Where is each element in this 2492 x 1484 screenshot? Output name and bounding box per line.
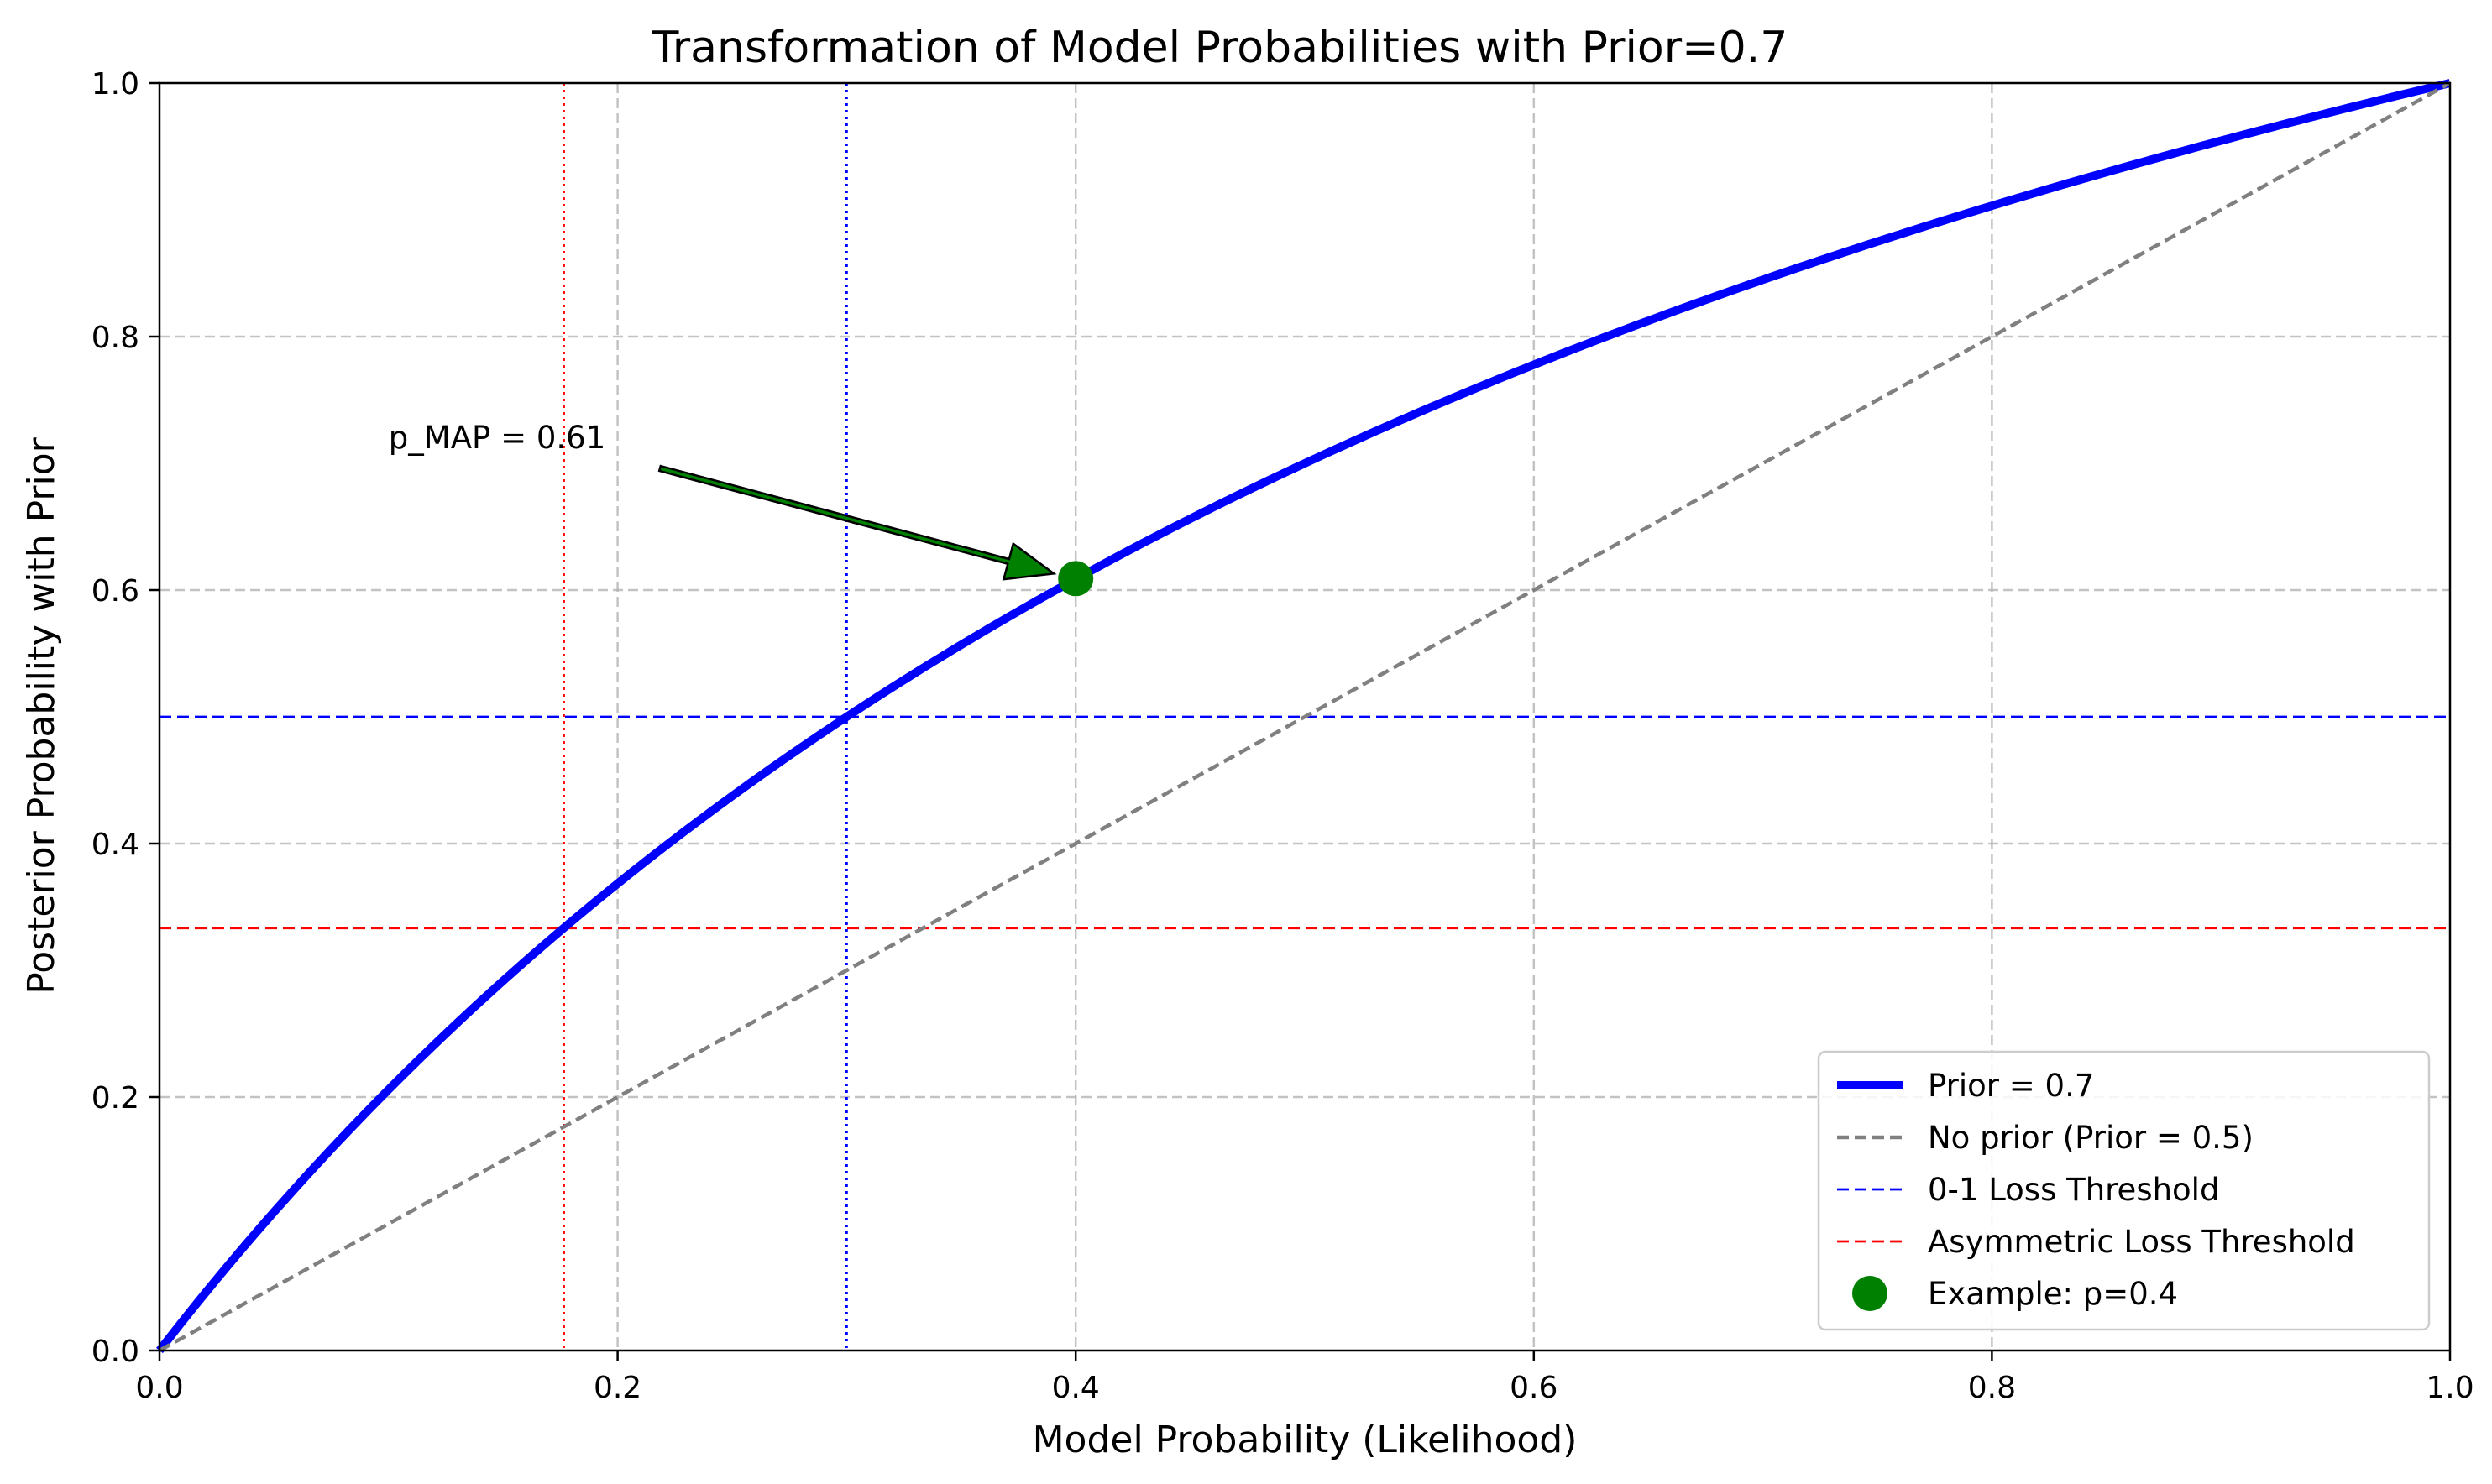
legend-label: Asymmetric Loss Threshold xyxy=(1928,1224,2355,1260)
posterior-curve xyxy=(156,79,2452,1354)
chart-title: Transformation of Model Probabilities wi… xyxy=(652,23,1788,73)
x-tick-label: 0.0 xyxy=(135,1371,183,1405)
x-axis-label: Model Probability (Likelihood) xyxy=(1033,1419,1578,1461)
x-tick-label: 0.6 xyxy=(1510,1371,1558,1405)
example-point xyxy=(1058,561,1094,597)
annotation-layer: p_MAP = 0.61 xyxy=(389,420,1057,581)
frame-layer: 0.0 0.2 0.4 0.6 0.8 1.0 0.0 0.2 0.4 0.6 0.8 1.0 xyxy=(92,67,2474,1405)
y-tick-label: 1.0 xyxy=(92,67,139,102)
y-tick-label: 0.0 xyxy=(92,1335,139,1369)
legend-label: Prior = 0.7 xyxy=(1928,1068,2094,1104)
legend-label: No prior (Prior = 0.5) xyxy=(1928,1120,2254,1156)
y-tick-label: 0.4 xyxy=(92,828,139,862)
data-layer xyxy=(156,79,2452,1354)
x-tick-label: 0.2 xyxy=(594,1371,641,1405)
legend: Prior = 0.7 No prior (Prior = 0.5) 0-1 Los… xyxy=(1817,1050,2431,1331)
x-tick-label: 0.8 xyxy=(1968,1371,2016,1405)
annotation-text: p_MAP = 0.61 xyxy=(389,420,605,456)
legend-label: 0-1 Loss Threshold xyxy=(1928,1172,2219,1208)
y-tick-label: 0.2 xyxy=(92,1081,139,1116)
x-tick-label: 1.0 xyxy=(2426,1371,2474,1405)
legend-label: Example: p=0.4 xyxy=(1928,1276,2178,1312)
x-tick-label: 0.4 xyxy=(1052,1371,1100,1405)
legend-box xyxy=(1817,1050,2431,1331)
y-tick-label: 0.6 xyxy=(92,574,139,609)
y-tick-label: 0.8 xyxy=(92,321,139,355)
identity-diagonal xyxy=(158,81,2452,1352)
legend-marker xyxy=(1852,1276,1887,1311)
y-axis-label: Posterior Probability with Prior xyxy=(20,436,63,994)
annotation-arrow xyxy=(657,464,1057,581)
plot-frame xyxy=(158,81,2452,1352)
